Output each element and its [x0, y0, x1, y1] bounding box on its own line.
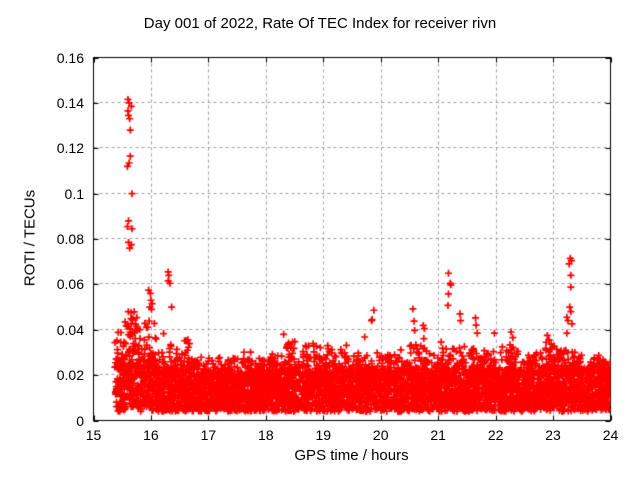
y-tick-label: 0.14	[56, 94, 84, 111]
x-tick-label: 17	[200, 427, 217, 443]
x-tick-label: 24	[602, 427, 619, 443]
y-tick-label: 0.06	[56, 276, 84, 293]
x-axis-label: GPS time / hours	[294, 447, 409, 464]
y-tick-label: 0	[76, 412, 84, 429]
y-tick-label: 0.02	[56, 367, 84, 384]
x-tick-label: 23	[545, 427, 561, 443]
x-tick-label: 18	[258, 427, 274, 443]
y-tick-label: 0.04	[56, 321, 84, 338]
x-tick-label: 19	[315, 427, 332, 443]
y-tick-label: 0.1	[64, 185, 84, 202]
x-tick-label: 20	[372, 427, 389, 443]
chart-title: Day 001 of 2022, Rate Of TEC Index for r…	[143, 15, 497, 32]
x-tick-label: 21	[430, 427, 446, 443]
y-tick-label: 0.12	[56, 140, 84, 157]
x-tick-label: 16	[143, 427, 159, 443]
y-tick-label: 0.08	[56, 231, 84, 247]
x-tick-label: 22	[487, 427, 504, 443]
x-tick-label: 15	[85, 427, 102, 443]
y-tick-label: 0.16	[56, 49, 84, 66]
